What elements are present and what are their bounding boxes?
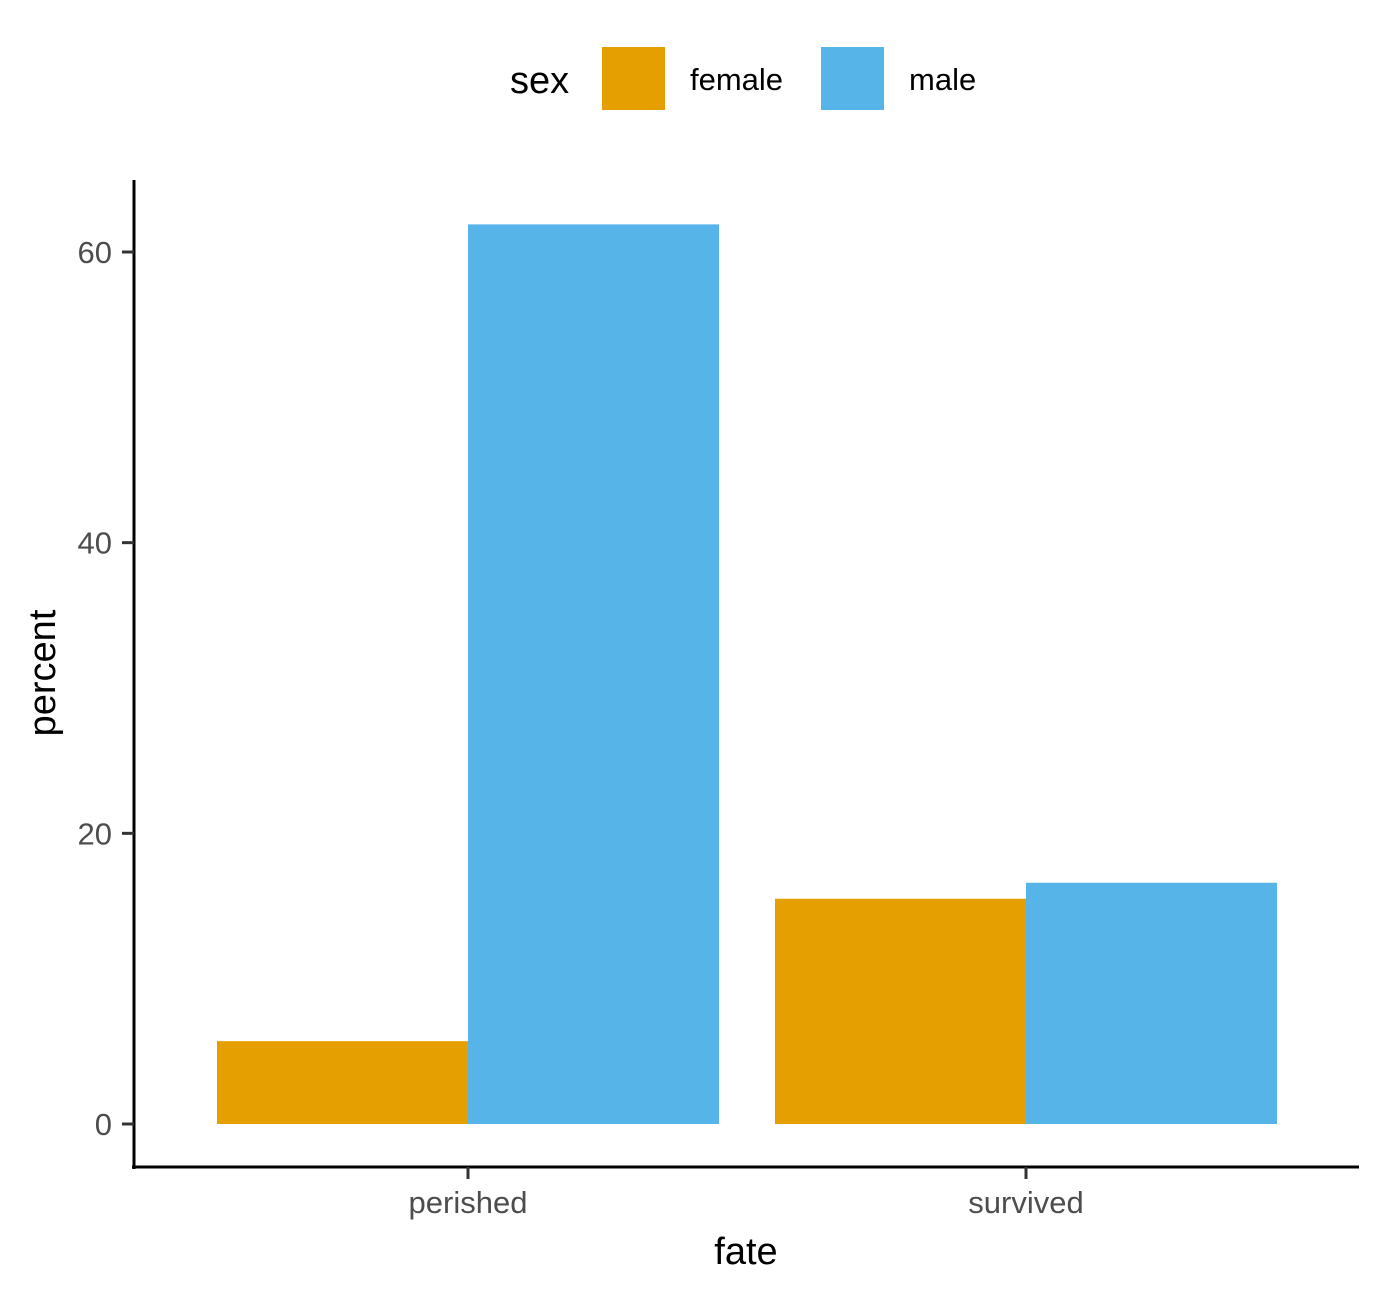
bar-survived-male bbox=[1026, 882, 1277, 1124]
legend-title: sex bbox=[510, 60, 569, 102]
y-tick-label: 60 bbox=[78, 235, 112, 270]
x-ticks: perished survived bbox=[409, 1167, 1084, 1220]
legend: sex female male bbox=[510, 47, 976, 110]
legend-label-female: female bbox=[690, 62, 783, 97]
y-tick-label: 40 bbox=[78, 526, 112, 561]
y-tick-label: 0 bbox=[95, 1107, 112, 1142]
y-ticks: 0 20 40 60 bbox=[78, 235, 134, 1142]
x-axis-title: fate bbox=[714, 1231, 777, 1273]
bars bbox=[217, 224, 1277, 1125]
bar-survived-female bbox=[775, 898, 1026, 1124]
legend-label-male: male bbox=[909, 62, 976, 97]
x-tick-label-survived: survived bbox=[968, 1185, 1083, 1220]
bar-perished-female bbox=[217, 1041, 468, 1124]
bar-perished-male bbox=[468, 224, 719, 1125]
x-tick-label-perished: perished bbox=[409, 1185, 528, 1220]
y-axis-title: percent bbox=[22, 609, 64, 736]
y-tick-label: 20 bbox=[78, 816, 112, 851]
legend-swatch-female bbox=[602, 47, 665, 110]
legend-swatch-male bbox=[821, 47, 884, 110]
